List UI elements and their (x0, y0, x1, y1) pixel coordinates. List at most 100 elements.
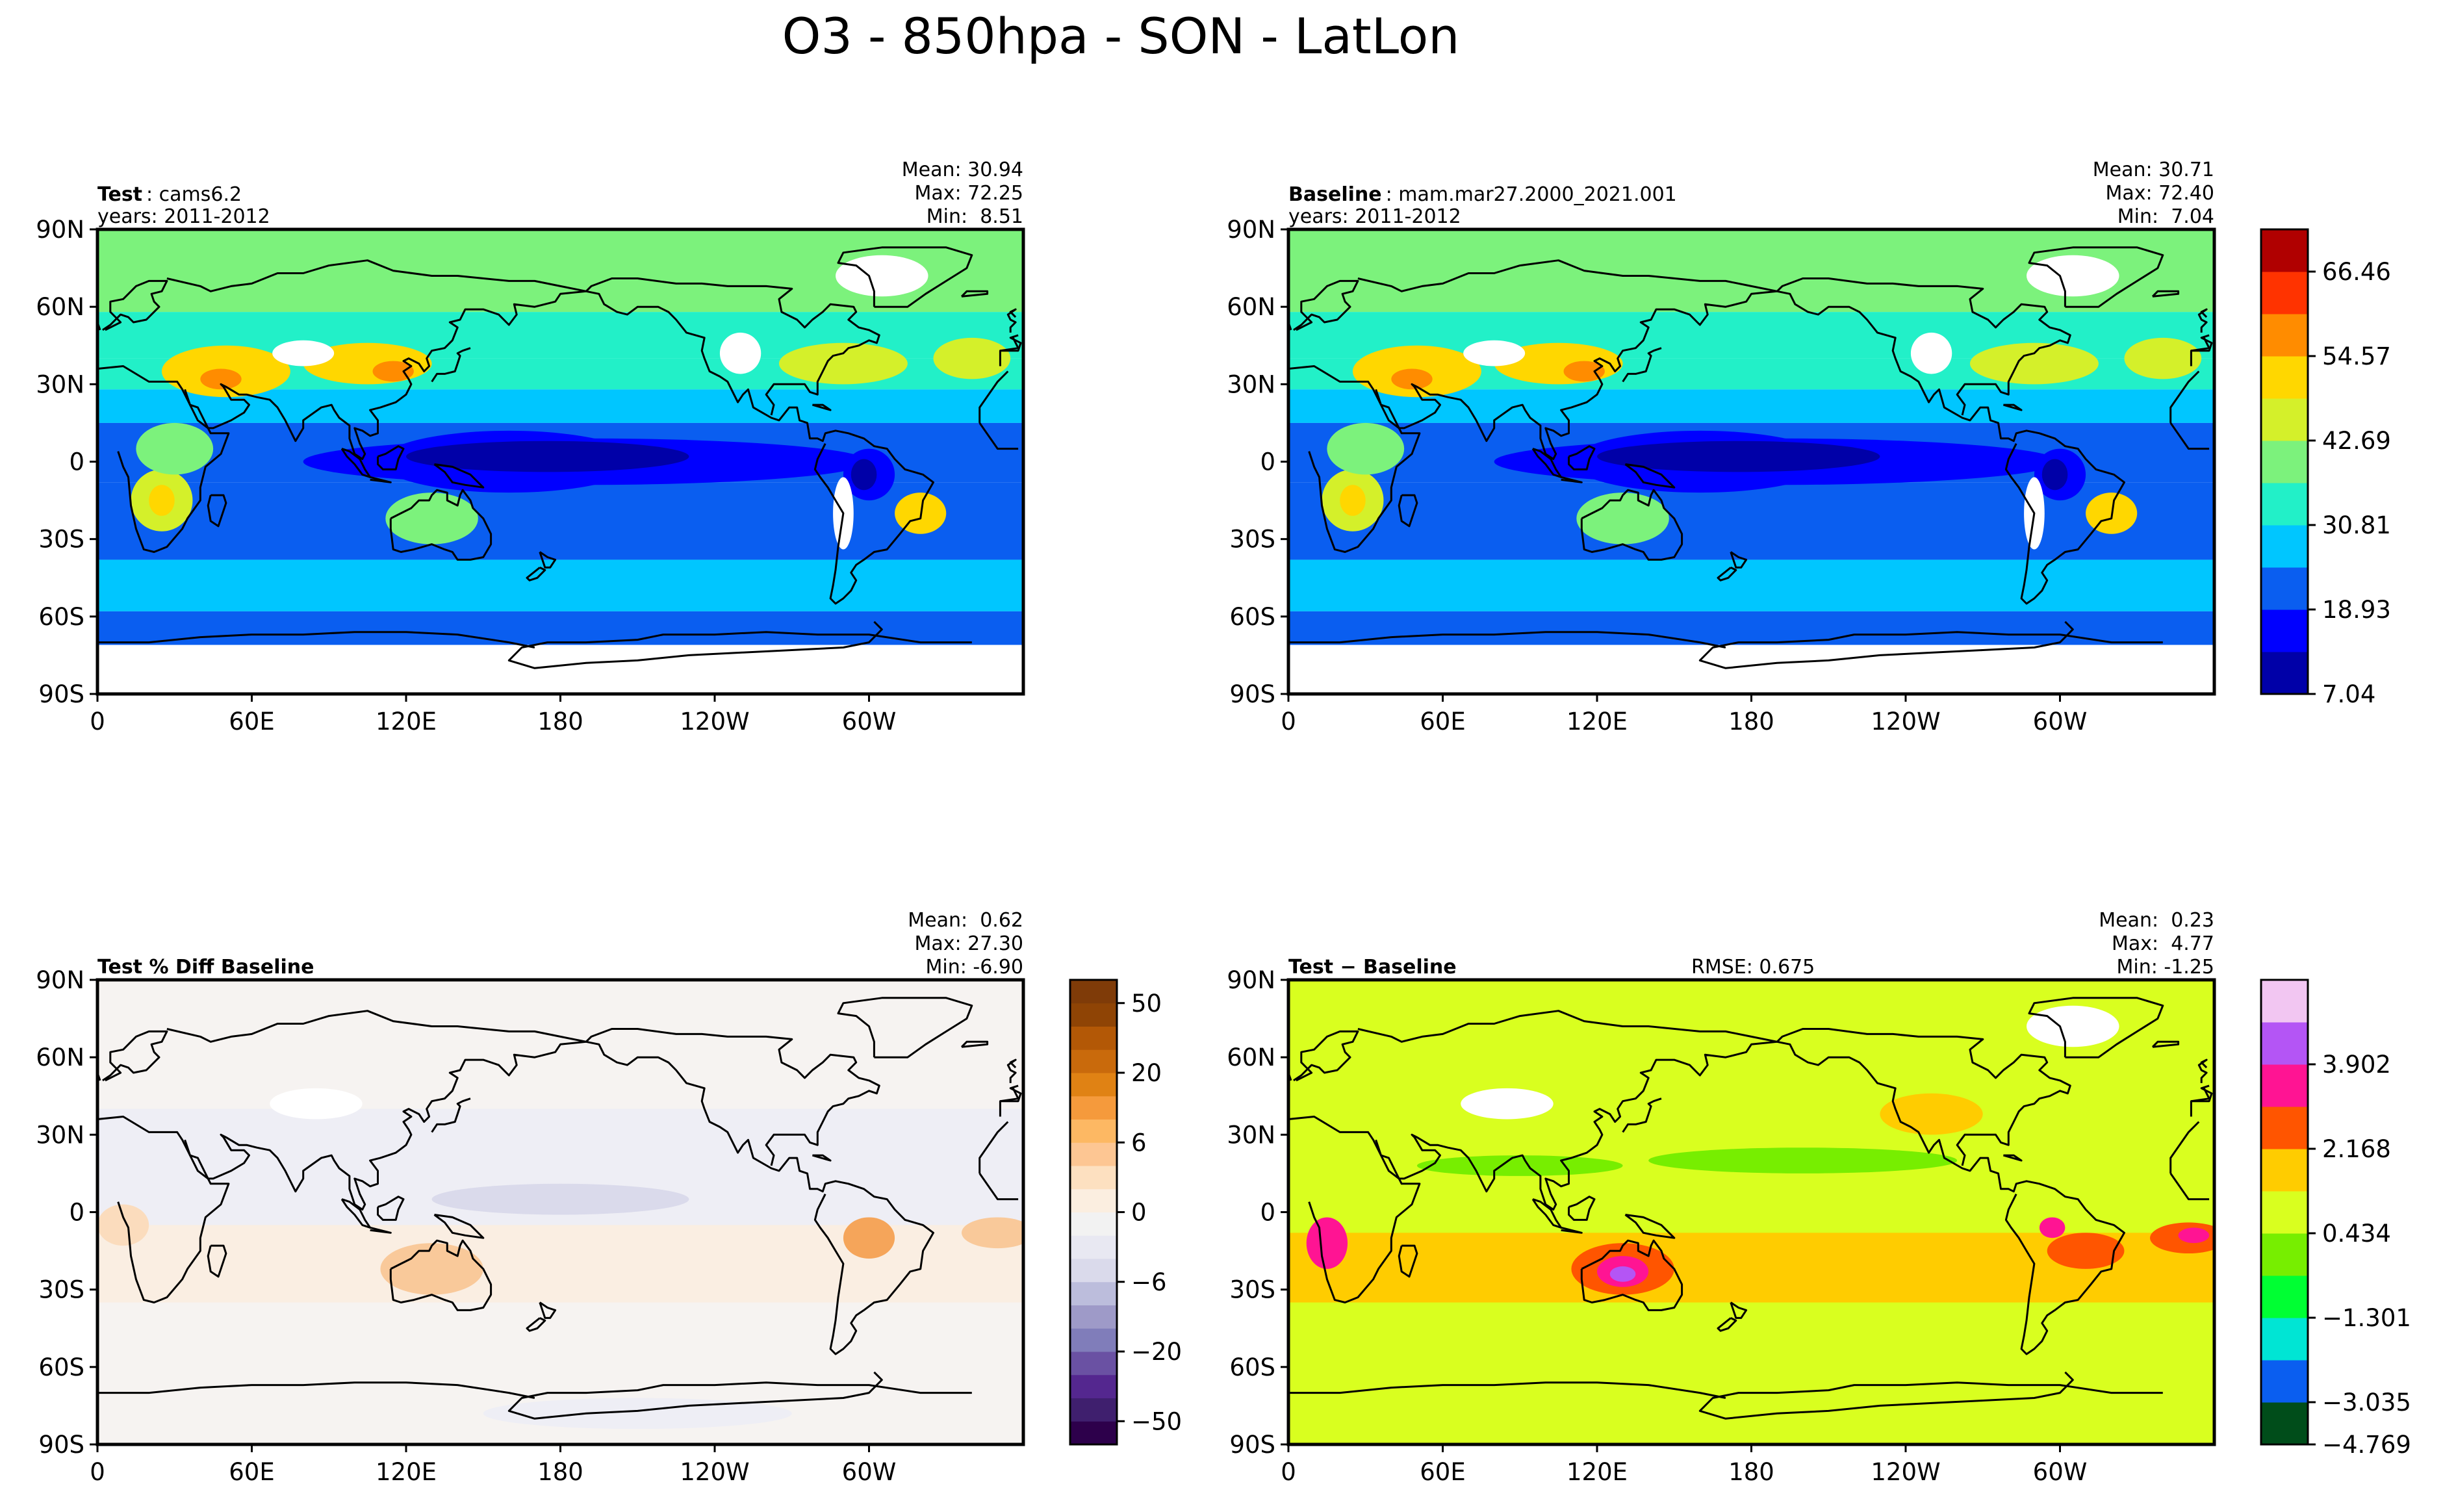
contour-patch (431, 1183, 689, 1215)
coastline (2169, 422, 2210, 450)
coastline (1375, 290, 1778, 460)
ytick-label: 30N (36, 1121, 84, 1149)
colorbar-tick-label: −3.035 (2322, 1389, 2411, 1416)
coastline (1776, 1028, 2071, 1166)
coastline (1006, 308, 1017, 333)
coastline (431, 347, 471, 383)
colorbar-tick-label: −6 (1131, 1268, 1167, 1296)
colorbar-tick-label: 54.57 (2322, 342, 2391, 370)
coastline (999, 1088, 1019, 1117)
panel-years: years: 2011-2012 (97, 205, 270, 228)
contour-patch (2124, 337, 2202, 379)
coastline (1730, 551, 1748, 569)
coastline (2191, 1084, 2213, 1103)
coastline (507, 621, 972, 669)
colorbar: 50 20 6 0 −6 −20 −50 (1069, 979, 1182, 1446)
coastline (1000, 1084, 1022, 1103)
ytick-label: 0 (1260, 1199, 1275, 1227)
colorbar-tick-label: 50 (1131, 990, 1162, 1018)
xtick-label: 180 (537, 1458, 583, 1486)
contour-patch (483, 1398, 792, 1429)
coastline (1375, 1040, 1778, 1211)
greenland-mask (2027, 255, 2119, 297)
colorbar-frame (2260, 979, 2309, 1446)
coastline (2169, 370, 2200, 423)
coastline (2002, 1154, 2023, 1162)
colorbar-tick-label: 18.93 (2322, 596, 2391, 624)
coastline (978, 1121, 1009, 1173)
xtick-label: 60E (229, 708, 274, 736)
colorbar-segment (2261, 398, 2308, 441)
panel-label: Test: cams6.2 (97, 183, 242, 206)
panel-label-case: : mam.mar27.2000_2021.001 (1386, 183, 1677, 206)
colorbar-segment (2261, 567, 2308, 610)
coastline (1776, 1040, 2125, 1355)
colorbar-segment (1070, 1142, 1117, 1166)
coastline (837, 997, 973, 1058)
coastline (1357, 259, 1778, 292)
contour-patch (200, 368, 242, 390)
colorbar-tick-label: 20 (1131, 1059, 1162, 1087)
xtick-label: 0 (90, 1458, 105, 1486)
colorbar-segment (2261, 272, 2308, 314)
colorbar: 66.46 54.57 42.69 30.81 18.93 7.04 (2260, 228, 2391, 708)
colorbar-tick-label: 2.168 (2322, 1135, 2391, 1163)
coastline (1624, 1214, 1676, 1239)
coastline (433, 463, 485, 489)
contour-patch (372, 361, 414, 382)
xtick-label: 120E (376, 1458, 437, 1486)
colorbar-segment (2261, 483, 2308, 526)
colorbar-tick-label: 6 (1131, 1129, 1147, 1157)
coastline (1568, 1196, 1596, 1221)
figure-title: O3 - 850hpa - SON - LatLon (782, 7, 1460, 65)
contour-patch (1969, 342, 2099, 385)
colorbar-segment (1070, 1259, 1117, 1283)
ytick-label: 30S (1229, 526, 1275, 554)
ytick-label: 90S (38, 680, 84, 708)
ytick-label: 90S (1229, 1431, 1275, 1459)
stat-line: Mean: 0.23 (2099, 909, 2214, 932)
colorbar-frame (2260, 228, 2309, 695)
ytick-label: 0 (69, 448, 84, 476)
contour-patch (1880, 1093, 1983, 1135)
coastline (97, 365, 230, 553)
contour-band (1288, 559, 2214, 611)
coastline (1006, 1058, 1017, 1083)
coastline (2190, 1088, 2210, 1117)
coastline (1776, 290, 2125, 605)
xtick-label: 0 (1281, 708, 1296, 736)
coastline (1624, 463, 1676, 489)
ytick-label: 60S (1229, 603, 1275, 631)
contour-patch (149, 485, 175, 516)
contour-patch (1416, 1155, 1623, 1176)
ytick-label: 90N (1227, 216, 1275, 244)
contour-patch (1327, 422, 1405, 475)
xtick-label: 120W (680, 1458, 749, 1486)
colorbar-segment (2261, 980, 2308, 1023)
coastline (585, 290, 934, 605)
coastline (1561, 1226, 1583, 1234)
colorbar-tick-label: −50 (1131, 1407, 1182, 1435)
mountain-mask (1463, 340, 1526, 366)
coastlines (97, 246, 1022, 669)
contour-patch (843, 1217, 895, 1259)
contour-band (1288, 611, 2214, 645)
colorbar-segment (1070, 1281, 1117, 1305)
coastline (1293, 1030, 1359, 1082)
ytick-label: 30N (36, 370, 84, 398)
stat-line: Max: 72.25 (914, 182, 1023, 205)
contour-field (97, 980, 1023, 1444)
greenland-mask (2027, 1005, 2119, 1047)
colorbar-segment (1070, 1235, 1117, 1259)
coastline (377, 445, 405, 470)
coastline (2028, 997, 2164, 1058)
xtick-label: 120E (1567, 1458, 1628, 1486)
coastline (166, 1010, 587, 1043)
contour-patch (2047, 1233, 2125, 1269)
coastline (2191, 334, 2213, 352)
rmse-label: RMSE: 0.675 (1691, 956, 1815, 979)
coastline (1622, 347, 1662, 383)
